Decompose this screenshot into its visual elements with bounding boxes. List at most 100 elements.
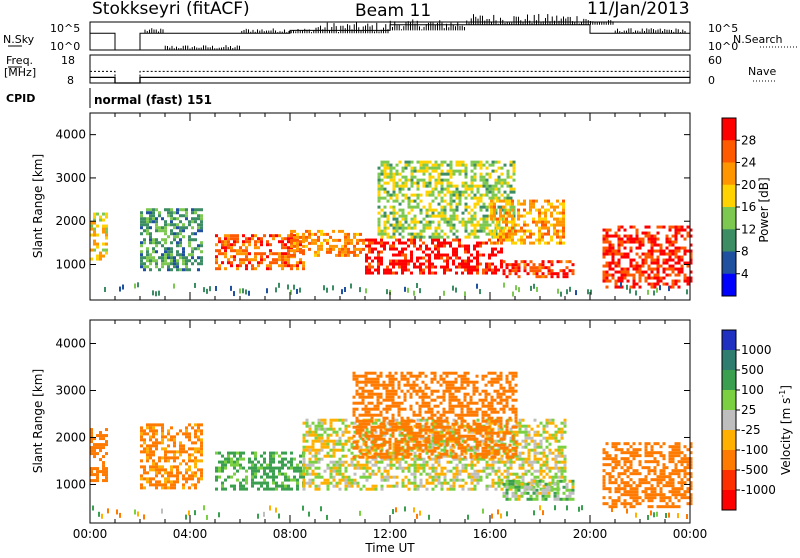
power-cell bbox=[648, 235, 651, 238]
velocity-cell bbox=[371, 381, 374, 384]
velocity-cell bbox=[312, 473, 315, 476]
power-cell bbox=[485, 269, 488, 272]
power-cell bbox=[179, 241, 182, 244]
power-cell bbox=[449, 257, 452, 260]
power-cell bbox=[398, 251, 401, 254]
power-cell bbox=[402, 170, 405, 173]
power-cell bbox=[368, 242, 371, 245]
velocity-cell bbox=[411, 473, 414, 476]
power-cell bbox=[498, 179, 501, 182]
power-cell bbox=[408, 203, 411, 206]
velocity-cell bbox=[425, 426, 428, 429]
power-cell bbox=[242, 240, 245, 243]
power-cell bbox=[230, 243, 233, 246]
velocity-cell bbox=[410, 453, 413, 456]
velocity-cell bbox=[315, 458, 318, 461]
power-cell bbox=[405, 182, 408, 185]
power-cell bbox=[390, 170, 393, 173]
power-cell bbox=[498, 233, 501, 236]
velocity-cell bbox=[467, 411, 470, 414]
velocity-cell bbox=[309, 425, 312, 428]
velocity-cell bbox=[371, 378, 374, 381]
velocity-cell bbox=[561, 473, 564, 476]
velocity-cell bbox=[555, 467, 558, 470]
velocity-cell bbox=[221, 467, 224, 470]
power-cell bbox=[551, 263, 554, 266]
power-cell bbox=[431, 263, 434, 266]
velocity-cell bbox=[348, 449, 351, 452]
power-cell bbox=[435, 233, 438, 236]
power-cell bbox=[435, 179, 438, 182]
power-cell bbox=[551, 275, 554, 278]
power-cell bbox=[411, 227, 414, 230]
power-cell bbox=[476, 245, 479, 248]
power-cell bbox=[290, 245, 293, 248]
power-cell bbox=[471, 185, 474, 188]
velocity-cell bbox=[470, 414, 473, 417]
velocity-cell bbox=[149, 483, 152, 486]
power-cell bbox=[194, 220, 197, 223]
power-cell bbox=[524, 263, 527, 266]
velocity-cell bbox=[392, 426, 395, 429]
power-cell bbox=[639, 271, 642, 274]
velocity-cell bbox=[164, 471, 167, 474]
velocity-cell bbox=[173, 450, 176, 453]
velocity-cell bbox=[390, 467, 393, 470]
power-cell bbox=[161, 256, 164, 259]
velocity-cell bbox=[146, 426, 149, 429]
velocity-cell bbox=[522, 440, 525, 443]
power-cell bbox=[550, 206, 553, 209]
power-cell bbox=[627, 235, 630, 238]
power-cell bbox=[456, 215, 459, 218]
power-cell bbox=[440, 266, 443, 269]
power-cell bbox=[501, 173, 504, 176]
velocity-cell bbox=[194, 429, 197, 432]
power-cell bbox=[630, 238, 633, 241]
velocity-cell bbox=[368, 414, 371, 417]
power-cell bbox=[669, 244, 672, 247]
power-cell bbox=[200, 208, 203, 211]
velocity-cell bbox=[260, 476, 263, 479]
power-cell bbox=[422, 242, 425, 245]
velocity-cell bbox=[401, 432, 404, 435]
velocity-cell bbox=[233, 455, 236, 458]
velocity-cell bbox=[501, 473, 504, 476]
power-cell bbox=[507, 185, 510, 188]
velocity-cell bbox=[380, 426, 383, 429]
velocity-cell bbox=[179, 444, 182, 447]
power-cell bbox=[648, 253, 651, 256]
power-cell bbox=[550, 203, 553, 206]
velocity-cell bbox=[455, 438, 458, 441]
velocity-cell bbox=[480, 470, 483, 473]
velocity-cell bbox=[434, 447, 437, 450]
velocity-cell bbox=[452, 399, 455, 402]
power-cell bbox=[386, 269, 389, 272]
velocity-cell bbox=[461, 411, 464, 414]
velocity-cell bbox=[93, 452, 96, 455]
power-cell bbox=[426, 227, 429, 230]
velocity-cell bbox=[467, 393, 470, 396]
power-cell bbox=[179, 214, 182, 217]
velocity-cell bbox=[371, 414, 374, 417]
power-cell bbox=[642, 259, 645, 262]
velocity-cell bbox=[224, 488, 227, 491]
velocity-cell bbox=[404, 435, 407, 438]
power-cell bbox=[612, 274, 615, 277]
power-cell bbox=[526, 236, 529, 239]
power-cell bbox=[491, 251, 494, 254]
power-cell bbox=[566, 289, 568, 294]
velocity-cell bbox=[471, 479, 474, 482]
velocity-cell bbox=[360, 476, 363, 479]
velocity-cell bbox=[558, 446, 561, 449]
velocity-cell bbox=[431, 408, 434, 411]
power-cell bbox=[386, 242, 389, 245]
power-cell bbox=[242, 243, 245, 246]
velocity-cell bbox=[155, 438, 158, 441]
power-cell bbox=[615, 262, 618, 265]
velocity-cell bbox=[425, 438, 428, 441]
power-cell bbox=[480, 161, 483, 164]
power-cell bbox=[414, 224, 417, 227]
power-cell bbox=[479, 242, 482, 245]
power-cell bbox=[378, 191, 381, 194]
power-cell bbox=[603, 265, 606, 268]
